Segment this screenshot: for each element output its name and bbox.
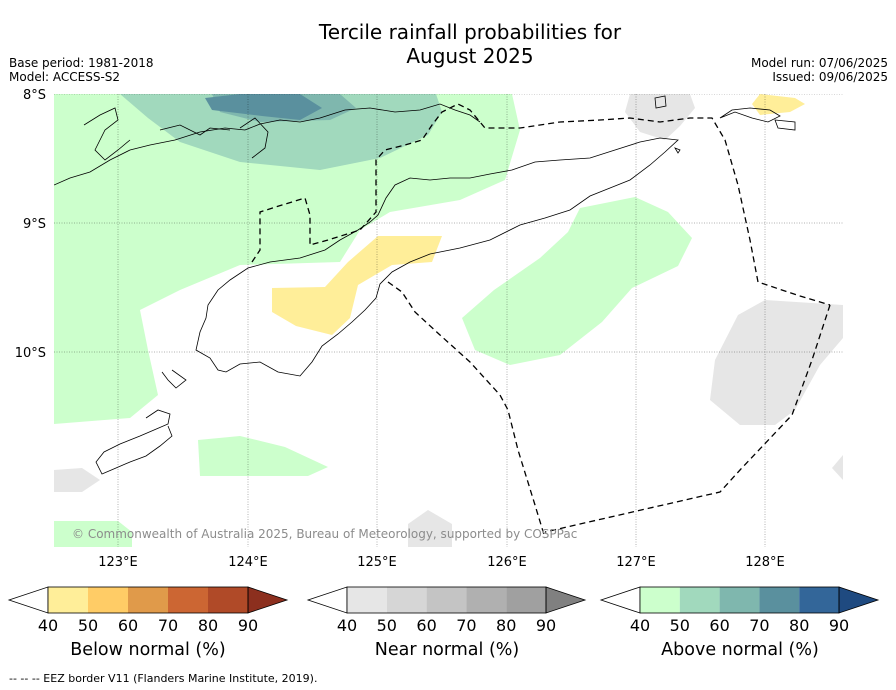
colorbar-below-tick: 90 bbox=[238, 616, 258, 635]
colorbar-below: 40 50 60 70 80 90 bbox=[7, 586, 289, 635]
map-area bbox=[54, 94, 843, 547]
coastline-wetar bbox=[719, 107, 796, 131]
colorbar-below-tick: 50 bbox=[78, 616, 98, 635]
colorbar-near-tick: 40 bbox=[337, 616, 357, 635]
meta-right: Model run: 07/06/2025 Issued: 09/06/2025 bbox=[751, 56, 888, 84]
above-50-region bbox=[120, 94, 442, 170]
colorbar-below-title: Below normal (%) bbox=[70, 640, 226, 660]
colorbar-near-extend-low bbox=[306, 586, 348, 614]
colorbar-near-title: Near normal (%) bbox=[374, 640, 520, 660]
lat-label-9s: 9°S bbox=[23, 217, 46, 232]
colorbar-near-tick: 50 bbox=[377, 616, 397, 635]
model-run: Model run: 07/06/2025 bbox=[750, 56, 888, 70]
near-40-region-bottom bbox=[408, 510, 452, 547]
colorbar-above-segment bbox=[640, 587, 680, 613]
base-period: Base period: 1981-2018 bbox=[9, 56, 154, 70]
colorbar-below-extend-low bbox=[7, 586, 49, 614]
above-40-region-south bbox=[198, 436, 328, 476]
colorbar-below-tick: 40 bbox=[38, 616, 58, 635]
colorbar-above-segment bbox=[679, 587, 720, 613]
lon-labels: 123°E 124°E 125°E 126°E 127°E 128°E bbox=[98, 555, 785, 570]
colorbar-below-segment bbox=[208, 587, 248, 613]
coastlines bbox=[54, 95, 796, 475]
colorbar-below-tick: 60 bbox=[118, 616, 138, 635]
colorbar-above-tick: 80 bbox=[789, 616, 809, 635]
colorbar-above-tick: 50 bbox=[670, 616, 690, 635]
colorbar-above-tick: 60 bbox=[709, 616, 729, 635]
copyright-note: © Commonwealth of Australia 2025, Bureau… bbox=[72, 527, 577, 541]
model-name: Model: ACCESS-S2 bbox=[9, 70, 121, 84]
lon-label-128e: 128°E bbox=[745, 555, 785, 570]
colorbar-near: 40 50 60 70 80 90 bbox=[306, 586, 587, 635]
above-70-region bbox=[205, 94, 322, 120]
colorbar-above-extend-high bbox=[838, 586, 880, 614]
colorbar-near-segment bbox=[506, 587, 546, 613]
colorbar-near-segment bbox=[426, 587, 467, 613]
above-40-region-central bbox=[462, 197, 692, 365]
near-40-region-north bbox=[625, 94, 695, 140]
above-40-region-corner bbox=[54, 521, 132, 547]
colorbar-above-tick: 40 bbox=[630, 616, 650, 635]
coastline-timor bbox=[195, 137, 679, 377]
coastline-flores-inner bbox=[83, 107, 269, 161]
gridlines bbox=[54, 94, 843, 547]
below-40-region-central bbox=[272, 236, 442, 335]
eez-border bbox=[251, 103, 831, 539]
lat-label-8s: 8°S bbox=[23, 88, 46, 103]
colorbar-near-tick: 60 bbox=[416, 616, 436, 635]
colorbar-near-segment bbox=[386, 587, 427, 613]
issued-date: Issued: 09/06/2025 bbox=[772, 70, 888, 84]
lon-label-124e: 124°E bbox=[228, 555, 268, 570]
coastline-flores-alor bbox=[54, 103, 481, 186]
colorbar-above-outline bbox=[639, 586, 840, 614]
colorbar-near-tick: 70 bbox=[456, 616, 476, 635]
colorbar-above-extend-low bbox=[599, 586, 641, 614]
colorbar-below-tick: 70 bbox=[158, 616, 178, 635]
eez-border-east bbox=[544, 304, 831, 533]
meta-left: Base period: 1981-2018 Model: ACCESS-S2 bbox=[9, 56, 154, 84]
lat-labels: 8°S 9°S 10°S bbox=[15, 88, 46, 361]
map-title: Tercile rainfall probabilities for Augus… bbox=[270, 20, 670, 68]
lon-label-125e: 125°E bbox=[357, 555, 397, 570]
colorbar-below-segment bbox=[48, 587, 88, 613]
colorbar-above-tick: 90 bbox=[829, 616, 849, 635]
colorbar-below-segment bbox=[168, 587, 208, 613]
colorbar-above-title: Above normal (%) bbox=[661, 640, 819, 660]
colorbar-below-extend-high bbox=[247, 586, 289, 614]
colorbar-below-segment bbox=[128, 587, 168, 613]
colorbar-above-tick: 70 bbox=[749, 616, 769, 635]
below-40-region-northeast bbox=[752, 94, 805, 115]
lon-label-123e: 123°E bbox=[98, 555, 138, 570]
colorbar-near-segment bbox=[466, 587, 507, 613]
colorbar-above-segment bbox=[719, 587, 760, 613]
above-40-region-west bbox=[54, 94, 520, 424]
eez-border-west bbox=[251, 103, 831, 306]
coastline-atauro bbox=[654, 95, 667, 109]
near-40-region-southeast bbox=[832, 455, 843, 480]
near-40-region-southwest bbox=[54, 468, 100, 492]
colorbar-above-segment bbox=[799, 587, 839, 613]
colorbar-near-outline bbox=[346, 586, 547, 614]
colorbar-near-extend-high bbox=[545, 586, 587, 614]
colorbar-below-tick: 80 bbox=[198, 616, 218, 635]
lon-label-127e: 127°E bbox=[616, 555, 656, 570]
coastline-islet bbox=[674, 147, 681, 154]
lat-label-10s: 10°S bbox=[15, 346, 46, 361]
colorbar-above: 40 50 60 70 80 90 bbox=[599, 586, 880, 635]
coastline-rote-savu bbox=[95, 369, 187, 475]
map-title-line2: August 2025 bbox=[406, 44, 534, 68]
eez-footnote: -- -- -- EEZ border V11 (Flanders Marine… bbox=[9, 672, 318, 685]
colorbar-above-segment bbox=[759, 587, 800, 613]
colorbar-below-outline bbox=[47, 586, 249, 614]
colorbar-near-segment bbox=[347, 587, 387, 613]
lon-label-126e: 126°E bbox=[487, 555, 527, 570]
colorbar-near-tick: 90 bbox=[536, 616, 556, 635]
near-40-region-east bbox=[710, 300, 843, 425]
colorbar-below-segment bbox=[88, 587, 128, 613]
map-title-line1: Tercile rainfall probabilities for bbox=[318, 20, 622, 44]
colorbar-near-tick: 80 bbox=[496, 616, 516, 635]
